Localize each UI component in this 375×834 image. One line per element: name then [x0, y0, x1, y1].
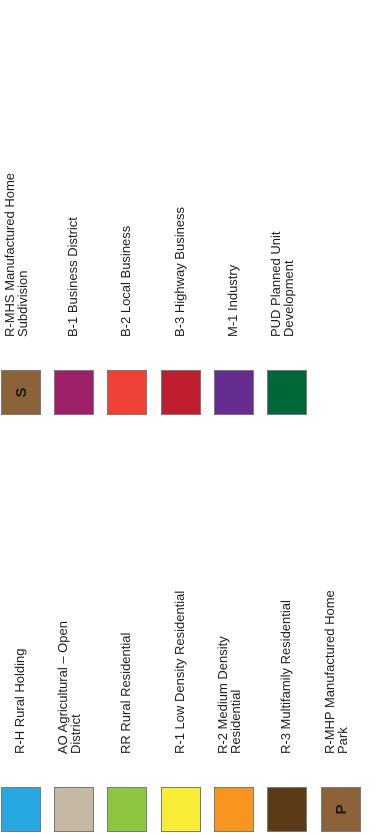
legend-item: AO Agricultural – Open District	[54, 417, 95, 834]
legend-swatch	[214, 370, 254, 415]
legend-label: R-MHS Manufactured Home Subdivision	[2, 173, 30, 337]
legend-label: RR Rural Residential	[118, 632, 133, 754]
legend-label: R-MHP Manufactured Home Park	[322, 590, 350, 754]
legend-item: B-3 Highway Business	[161, 0, 202, 417]
legend-swatch: S	[1, 370, 41, 415]
legend-label: R-1 Low Density Residential	[172, 590, 187, 754]
legend-label: B-3 Highway Business	[172, 206, 187, 337]
legend-item: R-1 Low Density Residential	[161, 417, 202, 834]
legend-label: R-H Rural Holding	[12, 648, 27, 754]
legend-item: S R-MHS Manufactured Home Subdivision	[1, 0, 42, 417]
legend-label: PUD Planned Unit Development	[268, 231, 296, 338]
legend-item: RR Rural Residential	[107, 417, 148, 834]
swatch-symbol: P	[332, 804, 350, 815]
legend-swatch	[161, 787, 201, 832]
legend-label: AO Agricultural – Open District	[55, 621, 83, 754]
legend-label: B-2 Local Business	[118, 225, 133, 337]
swatch-symbol: S	[12, 387, 30, 398]
legend-swatch	[1, 787, 41, 832]
legend-item: R-2 Medium Density Residential	[214, 417, 255, 834]
legend-item: M-1 Industry	[214, 0, 255, 417]
legend-swatch	[107, 787, 147, 832]
legend-swatch	[214, 787, 254, 832]
legend-item: B-2 Local Business	[107, 0, 148, 417]
legend-label: M-1 Industry	[225, 264, 240, 337]
legend-label: R-2 Medium Density Residential	[215, 636, 243, 754]
legend-swatch	[161, 370, 201, 415]
legend-item: B-1 Business District	[54, 0, 95, 417]
legend-column-commercial: S R-MHS Manufactured Home Subdivision B-1 …	[1, 0, 308, 417]
legend-swatch	[107, 370, 147, 415]
legend-swatch	[54, 787, 94, 832]
legend-item: R-H Rural Holding	[1, 417, 42, 834]
legend-item: R-3 Multifamily Residential	[267, 417, 308, 834]
legend-label: R-3 Multifamily Residential	[278, 600, 293, 754]
legend-item: P R-MHP Manufactured Home Park	[321, 417, 362, 834]
legend-label: B-1 Business District	[65, 217, 80, 337]
legend-column-residential: R-H Rural Holding AO Agricultural – Open …	[0, 417, 375, 834]
legend-swatch	[54, 370, 94, 415]
legend-swatch	[267, 787, 307, 832]
legend-swatch: P	[321, 787, 361, 832]
legend-item: PUD Planned Unit Development	[267, 0, 308, 417]
legend-swatch	[267, 370, 307, 415]
